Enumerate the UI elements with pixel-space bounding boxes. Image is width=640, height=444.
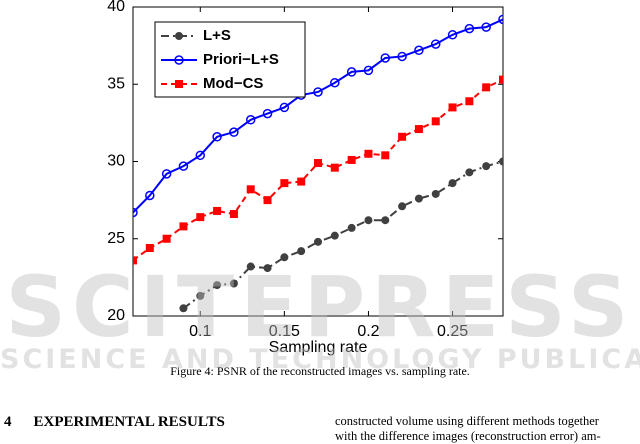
- marker: [179, 222, 188, 231]
- marker: [364, 149, 373, 158]
- marker: [364, 216, 373, 225]
- marker: [498, 14, 503, 25]
- marker: [330, 163, 339, 172]
- marker: [330, 231, 339, 240]
- marker: [262, 108, 273, 119]
- marker: [448, 103, 457, 112]
- marker: [297, 247, 306, 256]
- y-tick-label: 30: [107, 153, 125, 170]
- marker: [212, 132, 222, 142]
- y-tick-label: 20: [107, 307, 125, 324]
- marker: [363, 65, 374, 76]
- marker: [414, 125, 423, 134]
- marker: [482, 83, 491, 92]
- marker: [448, 179, 457, 188]
- series-line: [133, 18, 503, 214]
- marker: [346, 67, 357, 77]
- chart: 20 25 30 35 40 0.1 0.15 0.2 0.25 Sampling rate L+S…: [107, 0, 504, 356]
- marker: [280, 253, 289, 262]
- marker: [481, 22, 491, 32]
- marker: [465, 168, 474, 177]
- marker: [314, 159, 322, 168]
- marker: [447, 30, 458, 40]
- plot-area: [133, 14, 503, 313]
- marker: [229, 279, 238, 288]
- marker: [213, 281, 222, 290]
- marker: [133, 207, 138, 218]
- marker: [380, 53, 391, 63]
- marker: [330, 77, 340, 88]
- marker: [246, 262, 255, 271]
- legend-label: Priori−L+S: [203, 51, 279, 68]
- marker: [246, 185, 255, 194]
- marker: [179, 304, 188, 313]
- marker: [347, 155, 356, 164]
- marker: [381, 151, 390, 160]
- text-line: with the difference images (reconstructi…: [335, 429, 601, 443]
- x-tick-label: 0.1: [189, 323, 211, 340]
- y-tick-label: 40: [107, 0, 125, 15]
- marker: [297, 177, 306, 186]
- marker: [174, 55, 184, 65]
- series-line: [133, 78, 503, 262]
- x-tick-label: 0.15: [269, 323, 300, 340]
- marker: [229, 127, 239, 137]
- marker: [464, 23, 475, 34]
- text-line: constructed volume using different metho…: [335, 414, 599, 428]
- figure-caption: Figure 4: PSNR of the reconstructed imag…: [170, 364, 470, 378]
- marker: [431, 117, 440, 126]
- marker: [398, 202, 407, 211]
- legend-label: Mod−CS: [203, 75, 263, 92]
- marker: [229, 210, 238, 219]
- marker: [398, 132, 407, 141]
- marker: [280, 179, 289, 188]
- marker: [213, 206, 222, 215]
- marker: [145, 244, 154, 253]
- marker: [397, 51, 407, 62]
- legend-label: L+S: [203, 27, 231, 44]
- marker: [381, 216, 390, 225]
- x-tick-label: 0.2: [357, 323, 379, 340]
- marker: [195, 150, 206, 161]
- marker: [347, 223, 356, 232]
- marker: [465, 97, 474, 106]
- marker: [431, 189, 440, 198]
- marker: [245, 115, 256, 125]
- marker: [162, 234, 171, 243]
- marker: [430, 39, 441, 49]
- section-heading: 4 EXPERIMENTAL RESULTS: [4, 414, 225, 431]
- marker: [175, 32, 183, 40]
- marker: [499, 75, 503, 84]
- marker: [314, 237, 322, 246]
- marker: [263, 264, 272, 273]
- marker: [178, 161, 189, 171]
- y-tick-label: 35: [107, 75, 125, 92]
- marker: [133, 256, 137, 265]
- marker: [313, 87, 323, 97]
- body-text: constructed volume using different metho…: [335, 414, 601, 444]
- marker: [175, 80, 183, 88]
- section-title: EXPERIMENTAL RESULTS: [33, 414, 225, 430]
- marker: [414, 194, 423, 203]
- marker: [279, 102, 290, 113]
- y-tick-label: 25: [107, 230, 125, 247]
- marker: [196, 291, 205, 300]
- marker: [196, 213, 205, 222]
- section-number: 4: [4, 414, 12, 430]
- x-tick-label: 0.25: [437, 323, 468, 340]
- x-axis-label: Sampling rate: [269, 339, 368, 356]
- marker: [263, 196, 272, 205]
- marker: [414, 45, 424, 56]
- marker: [499, 157, 503, 166]
- marker: [161, 169, 172, 179]
- marker: [482, 162, 491, 171]
- marker: [145, 190, 155, 201]
